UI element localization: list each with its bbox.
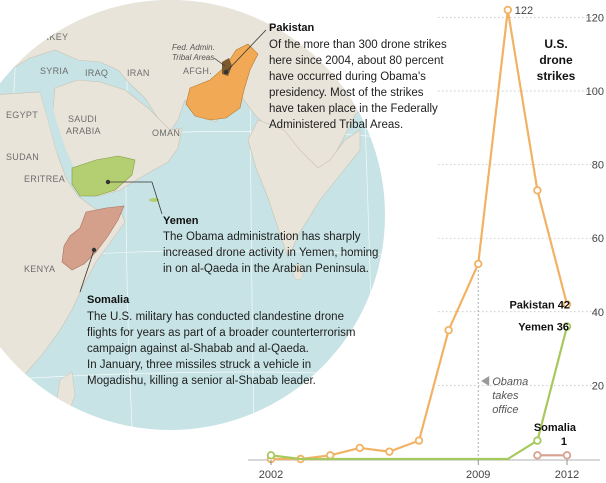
event-label: takes — [492, 390, 519, 402]
yemen-region — [71, 155, 136, 197]
chart-title-line: drone — [539, 53, 573, 67]
chart-title-line: strikes — [537, 69, 576, 83]
data-point-yemen — [533, 436, 542, 445]
pakistan-series-label: Pakistan 42 — [509, 299, 570, 311]
drone-strikes-chart: 20 40 60 80 100 120 Obama takes office 2002 2009… — [248, 5, 604, 481]
y-tick-label: 60 — [592, 233, 604, 245]
somalia-annotation: Somalia The U.S. military has conducted … — [87, 294, 355, 387]
tribal-areas-label: Fed. Admin. — [172, 43, 215, 52]
somalia-annotation-line: The U.S. military has conducted clandest… — [87, 311, 344, 323]
event-label: Obama — [492, 376, 528, 388]
y-tick-label: 20 — [592, 380, 604, 392]
event-arrow-icon — [481, 376, 490, 386]
country-label: TURKEY — [30, 32, 68, 42]
data-point-pakistan — [385, 447, 394, 456]
country-label: SYRIA — [40, 66, 69, 76]
somalia-annotation-title: Somalia — [87, 294, 130, 306]
somalia-annotation-line: campaign against al-Shabab and al-Qaeda. — [87, 343, 309, 355]
somalia-annotation-line: flights for years as part of a broader c… — [87, 327, 355, 339]
data-point-pakistan — [444, 325, 453, 335]
pakistan-annotation-line: Of the more than 300 drone strikes — [269, 39, 447, 51]
country-label: EGYPT — [6, 110, 38, 120]
tribal-areas-leader — [213, 57, 226, 67]
pakistan-annotation-line: presidency. Most of the strikes — [269, 87, 424, 99]
y-tick-label: 120 — [586, 12, 604, 24]
country-label: IRAQ — [85, 68, 108, 78]
x-tick-label: 2009 — [466, 469, 490, 481]
country-label: SUDAN — [6, 152, 39, 162]
socotra-island — [149, 198, 159, 202]
peak-value-label: 122 — [515, 5, 533, 17]
red-sea — [40, 88, 86, 195]
country-label: ARABIA — [66, 126, 101, 136]
yemen-series-label: Yemen 36 — [518, 322, 569, 334]
chart-series — [266, 5, 572, 464]
country-label: SAUDI — [68, 114, 97, 124]
x-tick-label: 2002 — [259, 469, 283, 481]
pakistan-annotation-line: have taken place in the Federally — [269, 103, 438, 115]
data-point-pakistan — [414, 436, 424, 445]
chart-point-labels: 122 Pakistan 42 Yemen 36 Somalia 1 — [509, 5, 576, 448]
y-tick-label: 100 — [586, 86, 604, 98]
country-label: IRAN — [127, 68, 150, 78]
obama-event-marker: Obama takes office — [477, 262, 528, 459]
country-label: KENYA — [24, 264, 55, 274]
country-label: AFGH. — [183, 66, 212, 76]
data-point-pakistan — [474, 259, 483, 269]
pakistan-annotation: Pakistan Of the more than 300 drone stri… — [269, 22, 447, 131]
series-line-yemen — [270, 326, 569, 461]
leader-lines — [79, 29, 267, 293]
yemen-annotation: Yemen The Obama administration has sharp… — [163, 215, 378, 275]
yemen-annotation-title: Yemen — [163, 215, 199, 227]
yemen-annotation-line: in on al-Qaeda in the Arabian Peninsula. — [163, 263, 369, 275]
somalia-series-label: Somalia — [534, 422, 577, 434]
y-tick-label: 80 — [592, 160, 604, 172]
data-point-yemen — [266, 451, 276, 460]
country-label: ERITREA — [24, 174, 65, 184]
land-sri-lanka — [292, 263, 304, 281]
land-india — [247, 119, 361, 259]
y-tick-label: 40 — [592, 307, 604, 319]
country-label: OMAN — [152, 128, 180, 138]
pakistan-annotation-line: Administered Tribal Areas. — [269, 119, 403, 131]
y-axis-ticks: 20 40 60 80 100 120 — [586, 12, 604, 392]
x-axis-ticks: 2002 2009 2012 — [259, 460, 579, 481]
somalia-region — [61, 205, 125, 271]
pakistan-annotation-line: here since 2004, about 80 percent — [269, 55, 444, 67]
data-point-pakistan — [503, 5, 512, 15]
event-label: office — [492, 404, 518, 416]
pakistan-annotation-title: Pakistan — [269, 22, 315, 34]
chart-title: U.S. drone strikes — [537, 37, 576, 83]
yemen-annotation-line: increased drone activity in Yemen, homin… — [163, 247, 378, 259]
somalia-annotation-line: Mogadishu, killing a senior al-Shabab le… — [87, 375, 316, 387]
x-tick-label: 2012 — [555, 469, 579, 481]
somalia-value-label: 1 — [561, 436, 567, 448]
somalia-annotation-line: In January, three missiles struck a vehi… — [87, 359, 311, 371]
data-point-yemen — [562, 322, 572, 331]
tribal-areas-label: Tribal Areas — [172, 53, 214, 62]
data-point-pakistan — [562, 300, 572, 309]
data-point-somalia — [533, 451, 542, 460]
data-point-somalia — [562, 451, 572, 460]
chart-title-line: U.S. — [544, 37, 567, 51]
data-point-pakistan — [533, 186, 542, 195]
data-point-pakistan — [326, 451, 335, 460]
yemen-annotation-line: The Obama administration has sharply — [163, 231, 361, 243]
pakistan-annotation-line: have occurred during Obama's — [269, 71, 426, 83]
data-point-pakistan — [355, 443, 364, 453]
